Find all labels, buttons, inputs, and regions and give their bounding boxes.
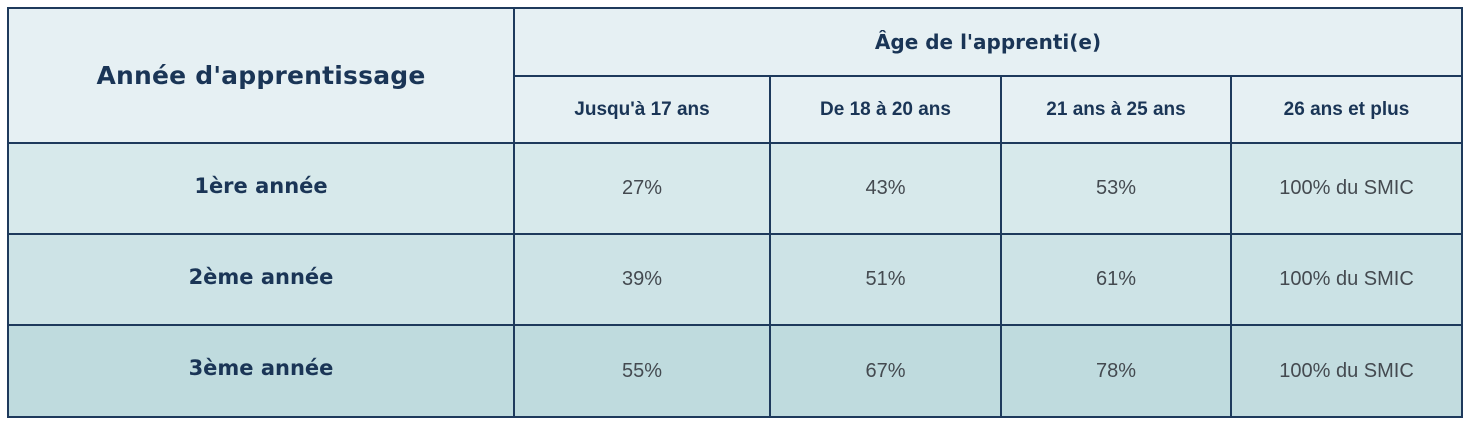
table-cell: 27% (513, 142, 771, 235)
apprenticeship-year-header: Année d'apprentissage (7, 7, 515, 144)
table-cell: 43% (769, 142, 1002, 235)
table-row: 1ère année 27% 43% 53% 100% du SMIC (7, 142, 1464, 235)
apprentice-salary-table: Année d'apprentissage Âge de l'apprenti(… (7, 7, 1464, 418)
age-column-header: De 18 à 20 ans (769, 75, 1002, 144)
table-cell: 67% (769, 324, 1002, 418)
age-column-header: Jusqu'à 17 ans (513, 75, 771, 144)
table-cell: 100% du SMIC (1229, 142, 1464, 235)
table-body: 1ère année 27% 43% 53% 100% du SMIC 2ème… (7, 142, 1464, 418)
apprentice-age-header: Âge de l'apprenti(e) (512, 7, 1464, 77)
table-header: Année d'apprentissage Âge de l'apprenti(… (7, 7, 1464, 144)
table-cell: 78% (1000, 324, 1232, 418)
row-label: 2ème année (7, 233, 515, 326)
header-row-top: Année d'apprentissage Âge de l'apprenti(… (7, 7, 1464, 144)
table-cell: 100% du SMIC (1229, 324, 1464, 418)
age-column-header: 26 ans et plus (1229, 75, 1464, 144)
table-cell: 51% (769, 233, 1002, 326)
row-label: 3ème année (7, 324, 515, 418)
row-label: 1ère année (7, 142, 515, 235)
table-cell: 53% (1000, 142, 1232, 235)
apprentice-salary-table-container: Année d'apprentissage Âge de l'apprenti(… (7, 7, 1464, 418)
table-row: 3ème année 55% 67% 78% 100% du SMIC (7, 324, 1464, 418)
table-cell: 55% (513, 324, 771, 418)
table-cell: 100% du SMIC (1229, 233, 1464, 326)
table-row: 2ème année 39% 51% 61% 100% du SMIC (7, 233, 1464, 326)
table-cell: 39% (513, 233, 771, 326)
age-column-header: 21 ans à 25 ans (1000, 75, 1232, 144)
table-cell: 61% (1000, 233, 1232, 326)
header-row-age-columns: Jusqu'à 17 ans De 18 à 20 ans 21 ans à 2… (8, 75, 1464, 144)
